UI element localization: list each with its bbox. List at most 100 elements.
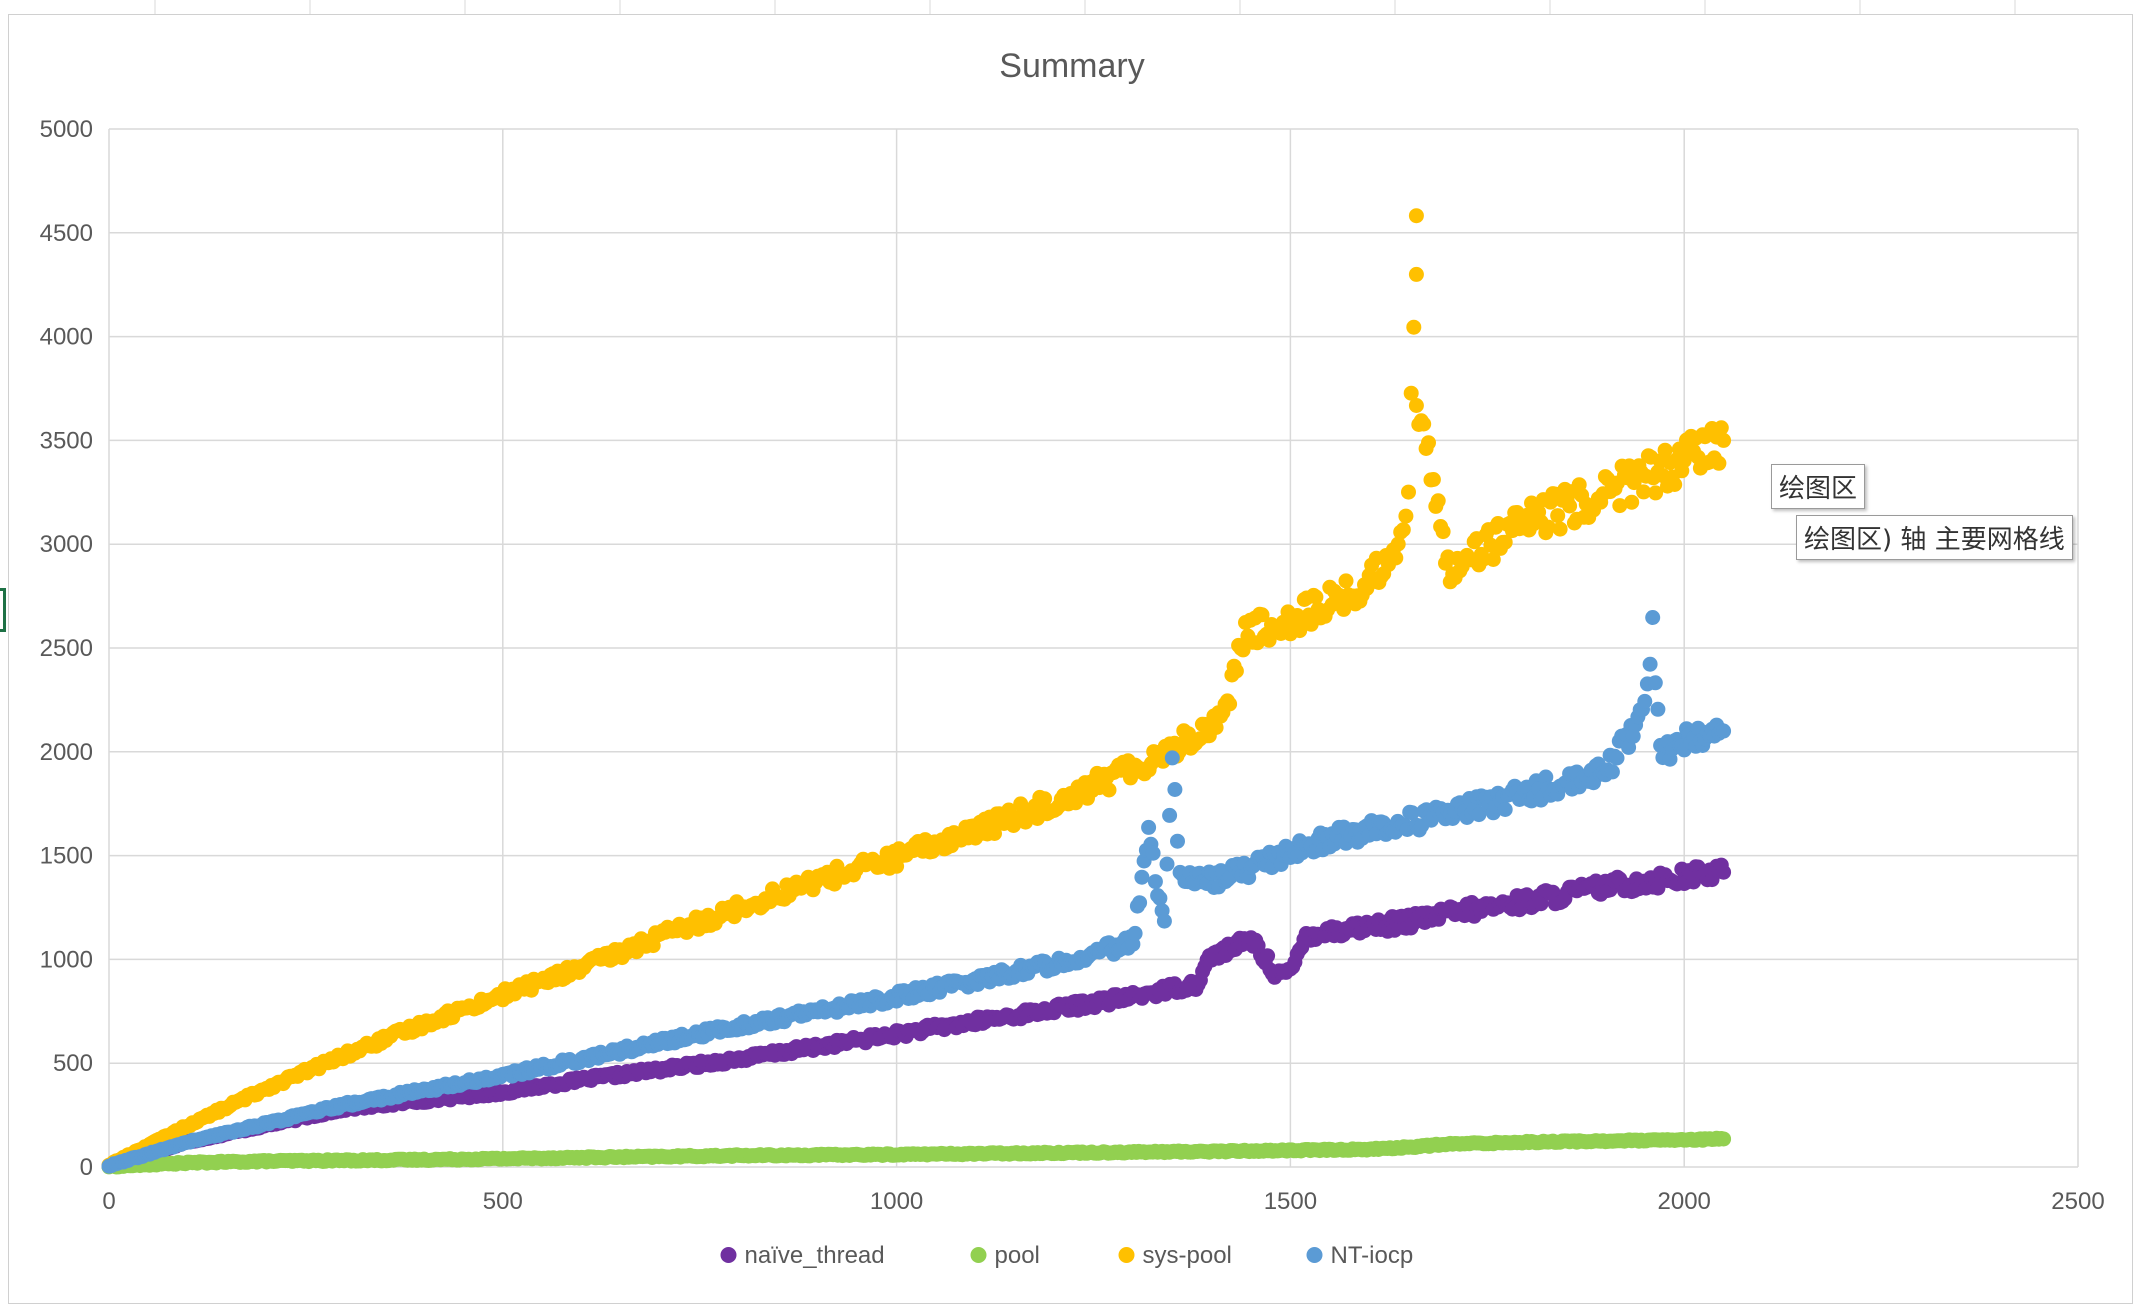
data-point	[1667, 477, 1683, 492]
data-point	[1421, 435, 1436, 451]
tooltip-gridline-label: ) 轴 主要网格线	[1882, 525, 2065, 555]
legend-item[interactable]: NT-iocp	[1306, 1242, 1414, 1269]
data-point	[1552, 521, 1568, 537]
y-tick-label: 4500	[40, 220, 93, 247]
data-point	[1156, 913, 1172, 929]
data-point	[1540, 519, 1556, 535]
data-point	[1132, 895, 1148, 911]
data-point	[1390, 536, 1406, 552]
data-point	[1604, 764, 1620, 780]
gridlines	[108, 128, 2079, 1168]
y-tick-label: 4000	[40, 324, 93, 351]
axes: 0500100015002000250030003500400045005000…	[40, 116, 2105, 1215]
y-tick-label: 1000	[40, 946, 93, 973]
data-point	[1713, 420, 1729, 436]
chart-title: Summary	[999, 47, 1144, 85]
data-point	[1404, 805, 1420, 821]
x-tick-label: 1500	[1264, 1188, 1317, 1215]
data-point	[1167, 782, 1183, 797]
legend-marker	[970, 1247, 987, 1263]
legend-marker	[720, 1247, 737, 1263]
legend-item[interactable]: sys-pool	[1118, 1242, 1232, 1269]
hover-tooltip-plot-area: 绘图区	[1771, 464, 1866, 509]
x-tick-label: 0	[102, 1188, 115, 1215]
data-point	[1471, 807, 1487, 823]
data-point	[1162, 807, 1178, 823]
data-point	[1147, 874, 1163, 890]
data-point	[1406, 319, 1422, 335]
data-point	[1408, 208, 1424, 224]
chart-area[interactable]: Summary 0 500 1000 1500 2000 2500 3000 3500 4000…	[8, 14, 2133, 1304]
data-point	[1650, 701, 1666, 717]
hover-tooltip-gridline: 绘图区) 轴 主要网格线	[1796, 515, 2073, 560]
data-point	[1636, 484, 1652, 500]
data-point	[1645, 610, 1661, 625]
data-point	[1716, 432, 1732, 448]
data-point	[1228, 663, 1244, 679]
series-naïve_thread	[101, 857, 1732, 1174]
data-point	[1338, 573, 1354, 589]
legend-marker	[1118, 1247, 1135, 1263]
data-points	[101, 208, 1732, 1175]
data-point	[1037, 791, 1053, 807]
legend-label: sys-pool	[1143, 1242, 1232, 1269]
data-point	[1624, 494, 1640, 510]
legend[interactable]: naïve_thread pool sys-pool NT-iocp	[720, 1242, 1414, 1269]
tooltip-plot-area-label: 绘图区	[1804, 525, 1883, 555]
legend-marker	[1306, 1247, 1323, 1263]
data-point	[1208, 720, 1224, 735]
y-tick-label: 2500	[40, 635, 93, 662]
series-NT-iocp	[101, 610, 1732, 1174]
data-point	[987, 826, 1002, 841]
scatter-chart[interactable]: Summary 0 500 1000 1500 2000 2500 3000 3500 4000…	[9, 15, 2134, 1305]
data-point	[1401, 484, 1416, 500]
data-point	[1647, 675, 1663, 691]
data-point	[1416, 416, 1432, 432]
data-point	[1716, 723, 1732, 739]
legend-label: naïve_thread	[745, 1242, 885, 1269]
data-point	[1222, 696, 1238, 712]
data-point	[1164, 750, 1180, 766]
legend-label: NT-iocp	[1331, 1242, 1414, 1269]
y-tick-label: 1500	[40, 843, 93, 870]
data-point	[1141, 819, 1157, 835]
data-point	[1101, 782, 1117, 798]
legend-item[interactable]: pool	[970, 1242, 1040, 1269]
data-point	[1538, 769, 1554, 785]
data-point	[1716, 1131, 1732, 1147]
y-tick-label: 500	[53, 1050, 93, 1077]
y-tick-label: 2000	[40, 739, 93, 766]
data-point	[1642, 656, 1658, 672]
data-point	[1308, 589, 1324, 605]
data-point	[1657, 442, 1673, 458]
data-point	[1716, 864, 1732, 880]
x-tick-label: 500	[483, 1188, 523, 1215]
data-point	[1127, 925, 1143, 941]
legend-item[interactable]: naïve_thread	[720, 1242, 885, 1269]
data-point	[1430, 493, 1446, 509]
data-point	[1497, 534, 1513, 550]
data-point	[1408, 266, 1424, 282]
data-point	[1711, 455, 1727, 471]
data-point	[1408, 398, 1424, 413]
data-point	[1159, 856, 1175, 872]
data-point	[1260, 948, 1276, 964]
data-point	[1435, 524, 1451, 540]
data-point	[1425, 472, 1441, 487]
x-tick-label: 2000	[1658, 1188, 1711, 1215]
data-point	[1562, 498, 1578, 514]
active-cell-marker[interactable]	[0, 588, 6, 632]
data-point	[1170, 833, 1185, 849]
y-tick-label: 5000	[40, 116, 93, 143]
data-point	[1648, 485, 1664, 501]
data-point	[1403, 385, 1419, 401]
data-point	[1134, 869, 1150, 885]
data-point	[1609, 750, 1625, 766]
data-point	[1388, 550, 1404, 566]
data-point	[1145, 845, 1161, 861]
data-point	[1398, 508, 1414, 524]
data-point	[1497, 802, 1513, 817]
data-point	[1625, 728, 1641, 744]
data-point	[1068, 795, 1084, 811]
